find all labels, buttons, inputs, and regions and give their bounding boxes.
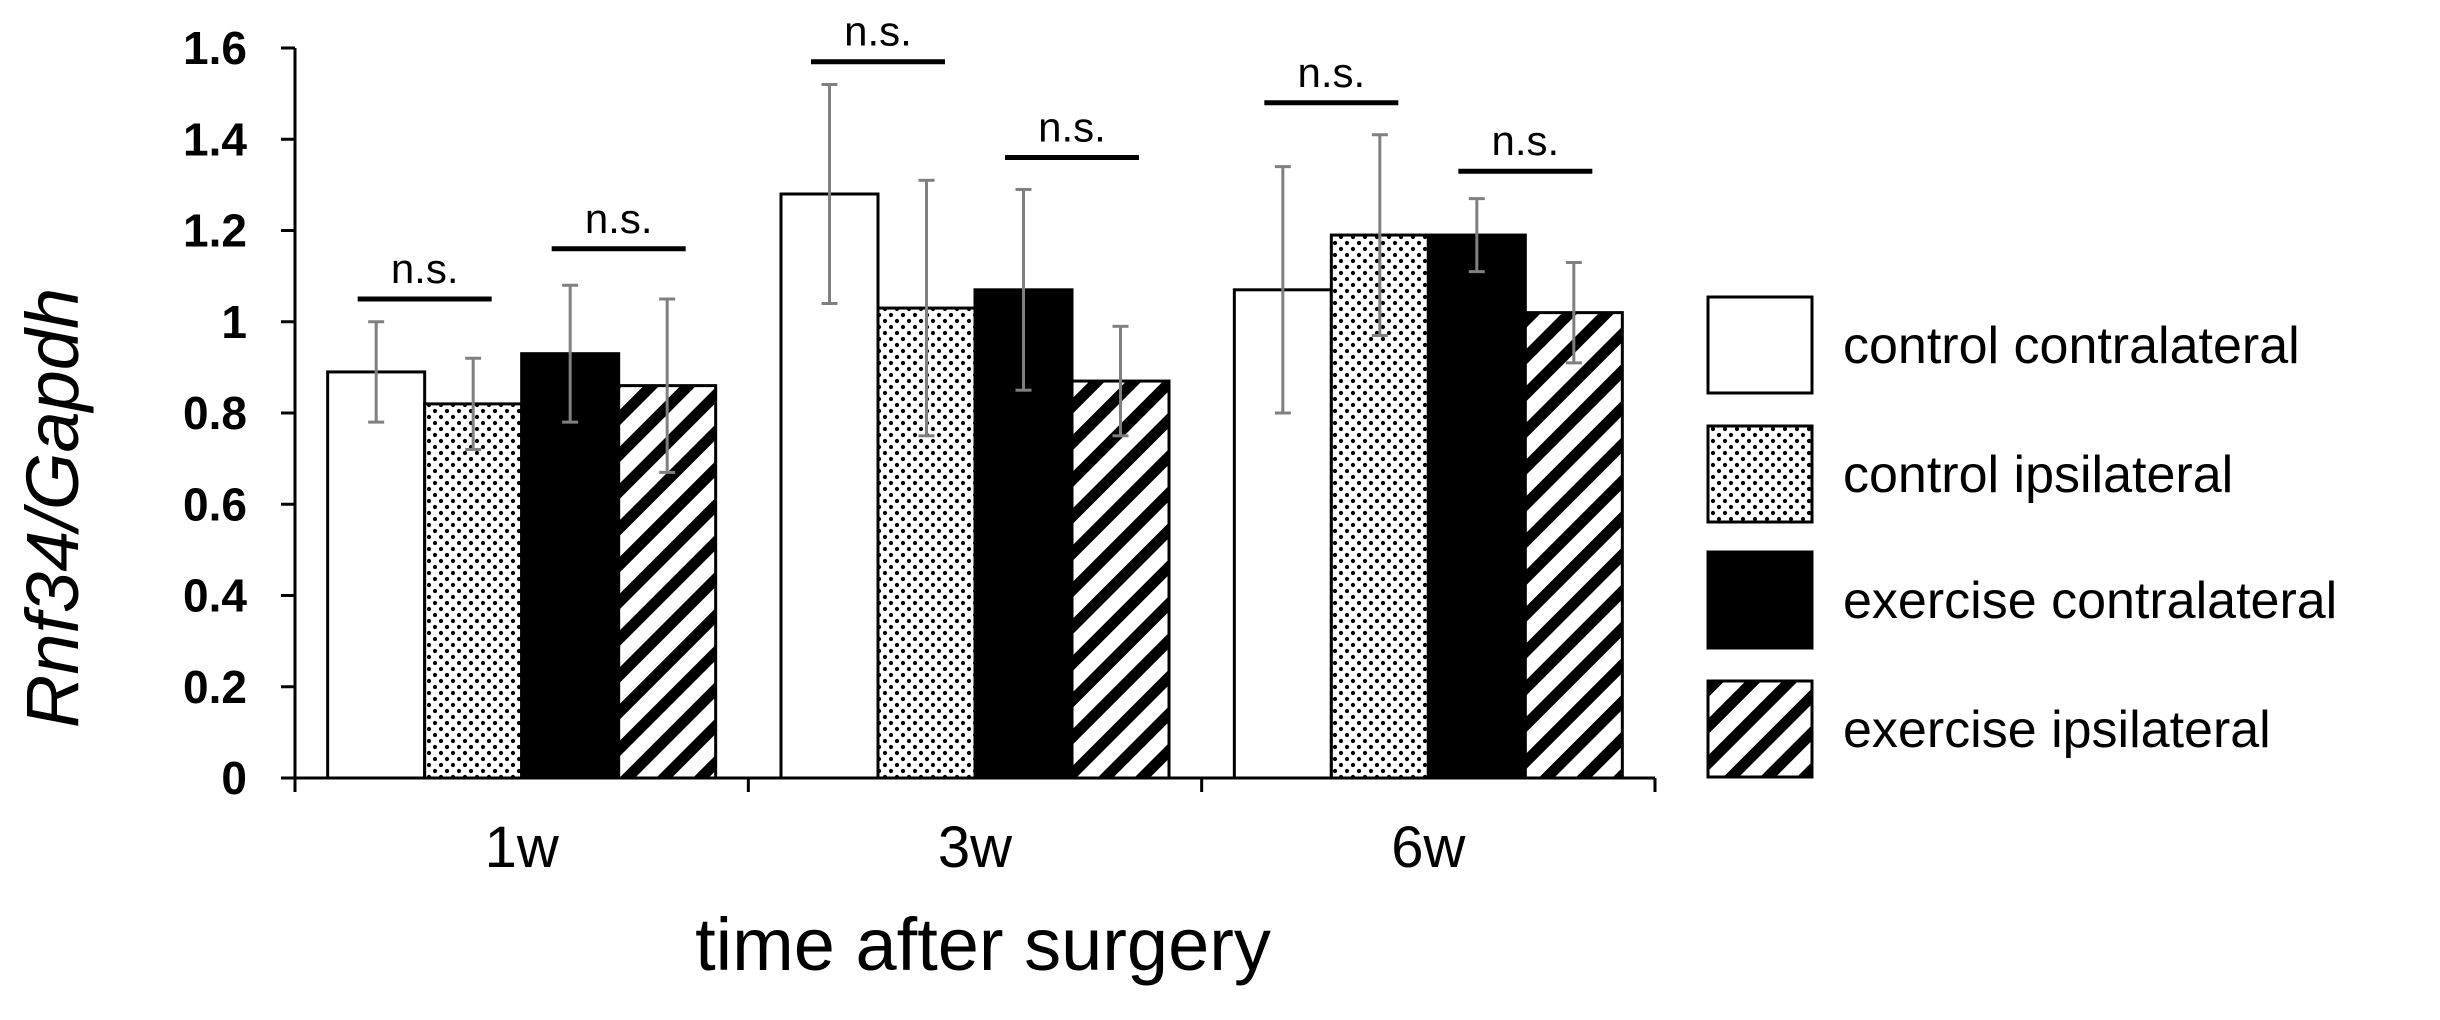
bar-solid-white-1w bbox=[326, 370, 427, 780]
y-tick-label: 1 bbox=[221, 296, 247, 348]
legend: control contralateral control ipsilateral… bbox=[1706, 295, 2337, 779]
legend-label: exercise ipsilateral bbox=[1843, 701, 2271, 759]
legend-label: control ipsilateral bbox=[1843, 446, 2233, 504]
significance-label: n.s. bbox=[391, 245, 459, 292]
y-axis-title: Rnf34/Gapdh bbox=[11, 288, 94, 728]
error-bars bbox=[368, 83, 1582, 474]
legend-label: control contralateral bbox=[1843, 317, 2300, 375]
bar-diagonal-stripes-3w bbox=[1070, 379, 1171, 780]
bars bbox=[326, 192, 1624, 780]
significance-annotations: n.s. n.s. n.s. n.s. n.s. n.s. bbox=[357, 8, 1593, 302]
y-tick-label: 0.2 bbox=[183, 661, 247, 713]
significance-label: n.s. bbox=[585, 195, 653, 242]
x-category-label: 3w bbox=[938, 815, 1013, 880]
y-tick-label: 1.2 bbox=[183, 205, 247, 257]
y-axis: 0 0.2 0.4 0.6 0.8 1 1.2 1.4 1.6 bbox=[183, 22, 297, 804]
y-tick-label: 0.6 bbox=[183, 478, 247, 530]
significance-label: n.s. bbox=[1038, 104, 1106, 151]
y-tick-label: 0 bbox=[221, 752, 247, 804]
x-category-label: 6w bbox=[1391, 815, 1466, 880]
legend-label: exercise contralateral bbox=[1843, 572, 2337, 630]
legend-swatch-solid-white bbox=[1706, 295, 1814, 395]
significance-label: n.s. bbox=[1297, 49, 1365, 96]
bar-diagonal-stripes-6w bbox=[1523, 311, 1624, 780]
significance-label: n.s. bbox=[844, 8, 912, 55]
bar-solid-black-6w bbox=[1426, 233, 1527, 780]
y-tick-label: 0.4 bbox=[183, 570, 247, 622]
y-tick-label: 0.8 bbox=[183, 387, 247, 439]
significance-label: n.s. bbox=[1491, 117, 1559, 164]
x-category-label: 1w bbox=[485, 815, 560, 880]
legend-swatch-solid-black bbox=[1706, 550, 1814, 650]
y-tick-label: 1.6 bbox=[183, 22, 247, 74]
x-axis-title: time after surgery bbox=[695, 903, 1271, 986]
x-axis: 1w 3w 6w bbox=[293, 776, 1657, 880]
bar-dotted-1w bbox=[423, 402, 524, 780]
y-tick-label: 1.4 bbox=[183, 113, 247, 165]
legend-swatch-dotted bbox=[1706, 424, 1814, 524]
legend-swatch-diagonal-stripes bbox=[1706, 679, 1814, 779]
